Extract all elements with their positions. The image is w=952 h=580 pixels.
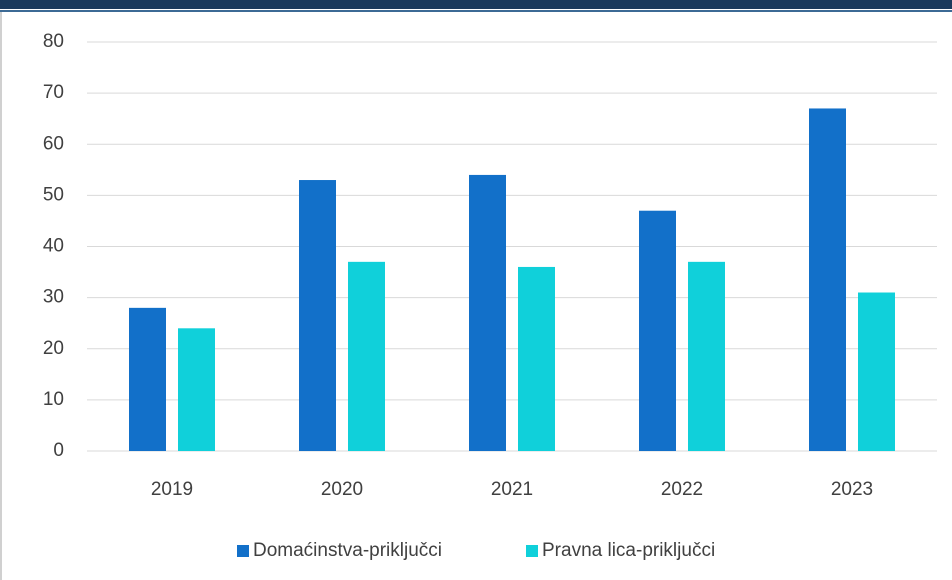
y-tick-label: 40	[43, 236, 64, 257]
top-band	[0, 0, 952, 9]
bar	[129, 307, 166, 451]
bar	[809, 108, 846, 452]
bar	[858, 292, 895, 451]
bar	[178, 328, 215, 451]
bar	[348, 261, 385, 451]
x-tick-label: 2020	[321, 479, 363, 500]
bar	[639, 210, 676, 451]
y-tick-label: 70	[43, 82, 64, 103]
legend-label: Domaćinstva-priključci	[253, 540, 442, 561]
bar	[518, 266, 555, 451]
legend-label: Pravna lica-priključci	[542, 540, 715, 561]
y-tick-label: 20	[43, 338, 64, 359]
legend-swatch	[237, 545, 249, 557]
bar	[299, 180, 336, 451]
y-tick-label: 60	[43, 133, 64, 154]
bar	[688, 261, 725, 451]
y-tick-label: 10	[43, 389, 64, 410]
x-tick-label: 2019	[151, 479, 193, 500]
bar	[469, 174, 506, 452]
y-tick-label: 50	[43, 184, 64, 205]
y-tick-label: 30	[43, 287, 64, 308]
legend-swatch	[526, 545, 538, 557]
x-tick-label: 2022	[661, 479, 703, 500]
x-tick-label: 2023	[831, 479, 873, 500]
y-tick-label: 80	[43, 31, 64, 52]
y-tick-label: 0	[53, 440, 64, 461]
x-tick-label: 2021	[491, 479, 533, 500]
